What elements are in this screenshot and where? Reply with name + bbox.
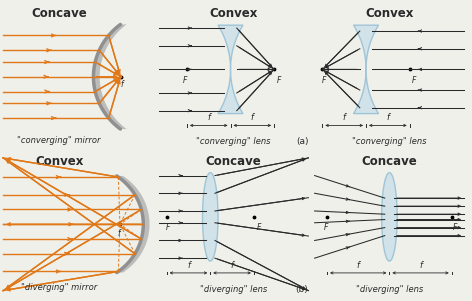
Polygon shape [218, 25, 243, 113]
Text: "converging" lens: "converging" lens [352, 137, 427, 146]
Text: "converging" lens: "converging" lens [196, 137, 271, 146]
Text: Concave: Concave [206, 155, 261, 168]
Polygon shape [117, 176, 150, 273]
Text: f: f [121, 80, 124, 89]
Text: Convex: Convex [365, 8, 413, 20]
Polygon shape [202, 172, 218, 261]
Text: F: F [453, 223, 457, 232]
Polygon shape [354, 25, 379, 113]
Polygon shape [382, 172, 397, 261]
Text: "diverging" mirror: "diverging" mirror [21, 283, 97, 292]
Text: Concave: Concave [31, 8, 87, 20]
Text: f: f [419, 261, 422, 270]
Text: Convex: Convex [35, 155, 84, 168]
Text: f: f [387, 113, 389, 123]
Text: F: F [277, 76, 281, 85]
Text: f: f [343, 113, 346, 123]
Text: (b): (b) [295, 284, 308, 293]
Text: F: F [322, 76, 326, 85]
Text: (a): (a) [296, 137, 308, 146]
Text: F: F [166, 223, 170, 232]
Text: f: f [231, 261, 234, 270]
Text: f: f [117, 229, 120, 238]
Text: F: F [183, 76, 187, 85]
Text: "converging" mirror: "converging" mirror [17, 135, 101, 144]
Text: "diverging" lens: "diverging" lens [200, 284, 267, 293]
Text: F: F [256, 223, 261, 232]
Text: f: f [207, 113, 210, 123]
Text: f: f [187, 261, 190, 270]
Text: F: F [323, 223, 328, 232]
Polygon shape [93, 24, 126, 129]
Text: f: f [251, 113, 254, 123]
Text: f: f [357, 261, 360, 270]
Text: "diverging" lens: "diverging" lens [356, 284, 423, 293]
Text: Convex: Convex [210, 8, 258, 20]
Text: F: F [412, 76, 416, 85]
Text: Concave: Concave [362, 155, 417, 168]
